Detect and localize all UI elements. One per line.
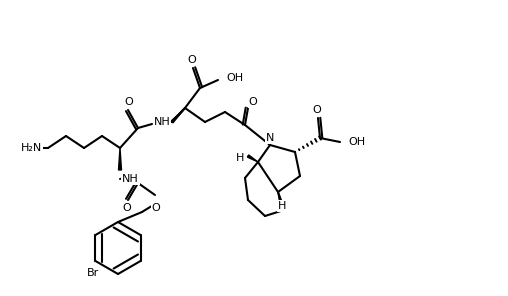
Polygon shape xyxy=(278,192,282,203)
Text: OH: OH xyxy=(226,73,243,83)
Text: N: N xyxy=(266,133,274,143)
Text: O: O xyxy=(187,55,197,65)
Text: NH: NH xyxy=(153,117,170,127)
Text: Br: Br xyxy=(87,268,100,278)
Polygon shape xyxy=(247,155,258,162)
Text: O: O xyxy=(312,105,322,115)
Text: O: O xyxy=(122,203,132,213)
Text: O: O xyxy=(151,203,161,213)
Text: NH: NH xyxy=(122,174,139,184)
Text: O: O xyxy=(248,97,258,107)
Polygon shape xyxy=(171,108,185,123)
Text: H: H xyxy=(236,153,244,163)
Text: OH: OH xyxy=(348,137,365,147)
Text: H: H xyxy=(278,201,286,211)
Text: O: O xyxy=(124,97,134,107)
Polygon shape xyxy=(118,148,121,170)
Text: H₂N: H₂N xyxy=(21,143,42,153)
